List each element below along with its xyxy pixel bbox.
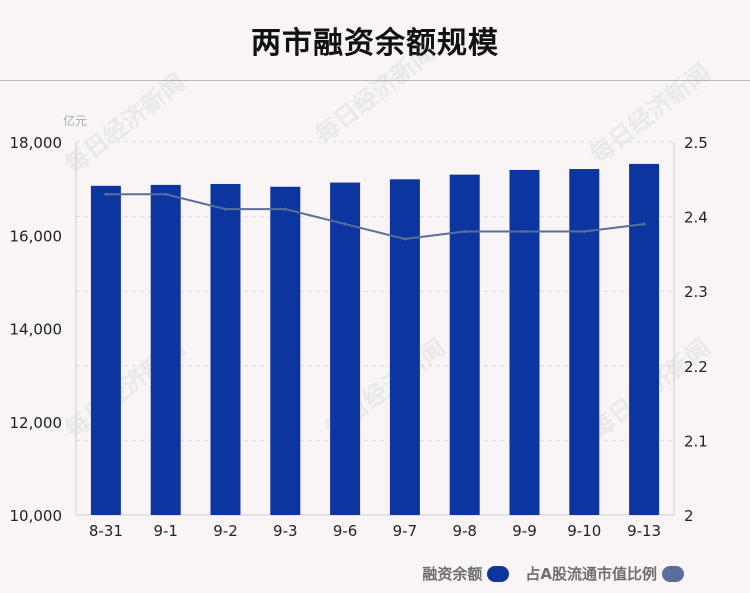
ratio-point-9-2[interactable] xyxy=(224,207,227,211)
y-right-tick-label: 2 xyxy=(684,507,694,525)
ratio-point-9-8[interactable] xyxy=(463,230,467,234)
y-right-tick-label: 2.2 xyxy=(684,358,708,376)
y-left-tick-label: 10,000 xyxy=(10,507,63,525)
x-tick-label: 9-3 xyxy=(273,522,298,540)
ratio-point-9-10[interactable] xyxy=(582,230,586,234)
bar-9-7[interactable] xyxy=(389,179,420,516)
ratio-point-9-1[interactable] xyxy=(164,192,168,196)
x-tick-label: 9-7 xyxy=(393,522,418,540)
title-divider xyxy=(0,80,750,81)
bar-9-1[interactable] xyxy=(150,184,181,515)
y-right-tick-label: 2.5 xyxy=(684,134,708,152)
bar-9-10[interactable] xyxy=(569,169,600,516)
ratio-line[interactable] xyxy=(105,193,645,240)
legend-swatch-balance xyxy=(487,565,510,582)
y-right-tick-label: 2.3 xyxy=(684,283,708,301)
bar-9-9[interactable] xyxy=(509,169,540,515)
ratio-point-9-9[interactable] xyxy=(523,230,526,234)
x-tick-label: 9-8 xyxy=(452,522,477,540)
bar-9-6[interactable] xyxy=(330,182,361,515)
ratio-point-9-7[interactable] xyxy=(403,237,407,241)
legend-label-balance: 融资余额 xyxy=(422,565,483,583)
legend-swatch-ratio xyxy=(662,565,684,582)
bar-9-2[interactable] xyxy=(210,183,241,515)
y-left-tick-label: 12,000 xyxy=(10,414,63,432)
bar-series xyxy=(90,163,660,516)
legend-item-ratio[interactable]: 占A股流通市值比例 xyxy=(525,563,684,584)
x-tick-label: 9-6 xyxy=(333,522,358,540)
line-series xyxy=(104,192,646,241)
legend: 融资余额 占A股流通市值比例 xyxy=(406,563,684,584)
x-tick-label: 8-31 xyxy=(89,522,123,540)
y-right-tick-label: 2.1 xyxy=(684,432,708,450)
ratio-point-8-31[interactable] xyxy=(104,192,108,196)
y-left-tick-label: 18,000 xyxy=(10,134,63,152)
x-tick-label: 9-10 xyxy=(567,522,601,540)
x-tick-label: 9-2 xyxy=(213,522,238,540)
x-tick-label: 9-13 xyxy=(627,522,661,540)
x-tick-label: 9-9 xyxy=(512,522,537,540)
y-left-tick-label: 16,000 xyxy=(10,227,63,245)
bar-9-8[interactable] xyxy=(449,174,480,515)
bar-9-13[interactable] xyxy=(629,163,660,515)
y-left-tick-label: 14,000 xyxy=(10,321,63,339)
bar-9-3[interactable] xyxy=(270,186,301,515)
watermark-text-1: 每日经济新闻 xyxy=(309,38,440,150)
x-tick-label: 9-1 xyxy=(153,522,178,540)
bar-8-31[interactable] xyxy=(90,185,121,515)
y-right-tick-label: 2.4 xyxy=(684,209,708,227)
chart-title: 两市融资余额规模 xyxy=(251,26,499,61)
legend-item-balance[interactable]: 融资余额 xyxy=(422,563,510,584)
watermark-text-2: 每日经济新闻 xyxy=(584,58,715,170)
y-left-unit-label: 亿元 xyxy=(63,113,87,128)
legend-label-ratio: 占A股流通市值比例 xyxy=(525,565,657,583)
ratio-point-9-3[interactable] xyxy=(283,207,287,211)
ratio-point-9-13[interactable] xyxy=(642,222,646,226)
ratio-point-9-6[interactable] xyxy=(343,222,347,226)
